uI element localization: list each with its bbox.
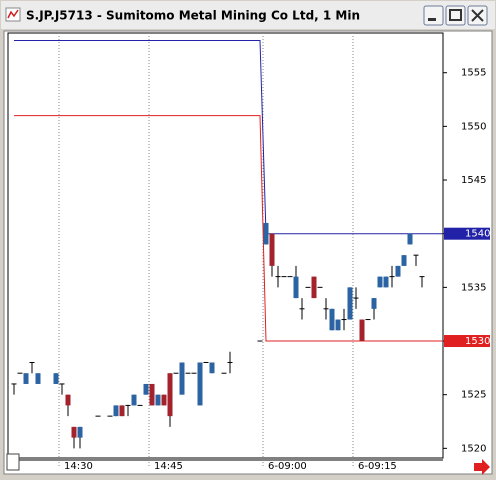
candle-body: [281, 276, 287, 278]
candle-body: [353, 297, 359, 299]
plot: 1520 1525 1530 1535 1540 1545 1550 1555 14:30 14:…: [11, 33, 490, 472]
candle-body: [371, 298, 377, 309]
minimize-button[interactable]: [423, 5, 444, 26]
candle-body: [53, 373, 59, 384]
candle-body: [293, 276, 299, 299]
y-tick-label: 1545: [461, 175, 486, 186]
x-tick-label: 14:45: [154, 461, 183, 472]
candle-body: [257, 340, 263, 342]
candle-body: [221, 372, 227, 374]
y-tick-label: 1535: [461, 282, 486, 293]
window-title: S.JP.J5713 - Sumitomo Metal Mining Co Lt…: [26, 9, 360, 23]
candle-body: [209, 362, 215, 374]
candle-body: [299, 308, 305, 310]
candle-body: [65, 394, 71, 406]
scroll-box[interactable]: [6, 453, 20, 471]
candle-body: [95, 415, 101, 417]
candle-body: [419, 276, 425, 278]
title-bar: [1, 1, 495, 29]
candle-body: [71, 426, 77, 438]
y-tick-label: 1555: [461, 68, 486, 79]
candle-body: [203, 361, 209, 363]
candle-body: [335, 319, 341, 331]
candle-body: [107, 415, 113, 417]
candle-body: [305, 286, 311, 288]
plot-area: [7, 32, 444, 459]
candle-body: [413, 254, 419, 256]
last-value-label: 1540: [465, 229, 490, 240]
candle-body: [185, 372, 191, 374]
candle-body: [365, 319, 371, 321]
candle-body: [317, 286, 323, 288]
y-tick-label: 1520: [461, 443, 486, 454]
candle-body: [161, 394, 167, 406]
maximize-button[interactable]: [445, 5, 466, 26]
candle-body: [311, 276, 317, 299]
candle-body: [275, 276, 281, 278]
last-value-label: 1530: [465, 336, 490, 347]
candle-body: [59, 383, 65, 385]
x-tick-label: 14:30: [64, 461, 93, 472]
candle-body: [401, 255, 407, 266]
indicator-line: [14, 115, 422, 342]
y-tick-label: 1550: [461, 121, 486, 132]
x-tick-label: 6-09:15: [358, 461, 397, 472]
candle-body: [113, 405, 119, 417]
candle-body: [23, 373, 29, 384]
candle-body: [17, 372, 23, 374]
candle-body: [287, 276, 293, 278]
candle-body: [35, 373, 41, 384]
candle-body: [131, 394, 137, 406]
candle-body: [11, 383, 17, 385]
candle-body: [227, 361, 233, 363]
candle-body: [263, 222, 269, 245]
last-value-box: [444, 335, 490, 348]
x-tick-label: 6-09:00: [268, 461, 307, 472]
candle-body: [347, 287, 353, 320]
candle-body: [77, 426, 83, 438]
candle-body: [359, 319, 365, 342]
candle-body: [407, 233, 413, 245]
candle-body: [179, 362, 185, 395]
candle-body: [191, 372, 197, 374]
candle-body: [269, 233, 275, 266]
candle-body: [377, 276, 383, 288]
y-tick-label: 1525: [461, 390, 486, 401]
candle-body: [341, 319, 347, 321]
candle-body: [125, 404, 131, 406]
candle-body: [155, 394, 161, 406]
candle-body: [173, 372, 179, 374]
scroll-right-arrow[interactable]: [474, 459, 490, 475]
candle-body: [389, 276, 395, 278]
indicator-line: [14, 40, 422, 235]
candle-body: [29, 361, 35, 363]
candle-body: [167, 373, 173, 417]
close-button[interactable]: [467, 5, 488, 26]
candle-body: [137, 404, 143, 406]
candle-body: [119, 405, 125, 417]
candle-body: [197, 362, 203, 406]
candle-body: [329, 308, 335, 331]
last-value-box: [444, 227, 490, 240]
candle-body: [149, 383, 155, 406]
candle-body: [395, 265, 401, 277]
app-icon: [5, 7, 21, 22]
candle-body: [383, 276, 389, 288]
candle-body: [323, 308, 329, 310]
candle-body: [143, 383, 149, 395]
